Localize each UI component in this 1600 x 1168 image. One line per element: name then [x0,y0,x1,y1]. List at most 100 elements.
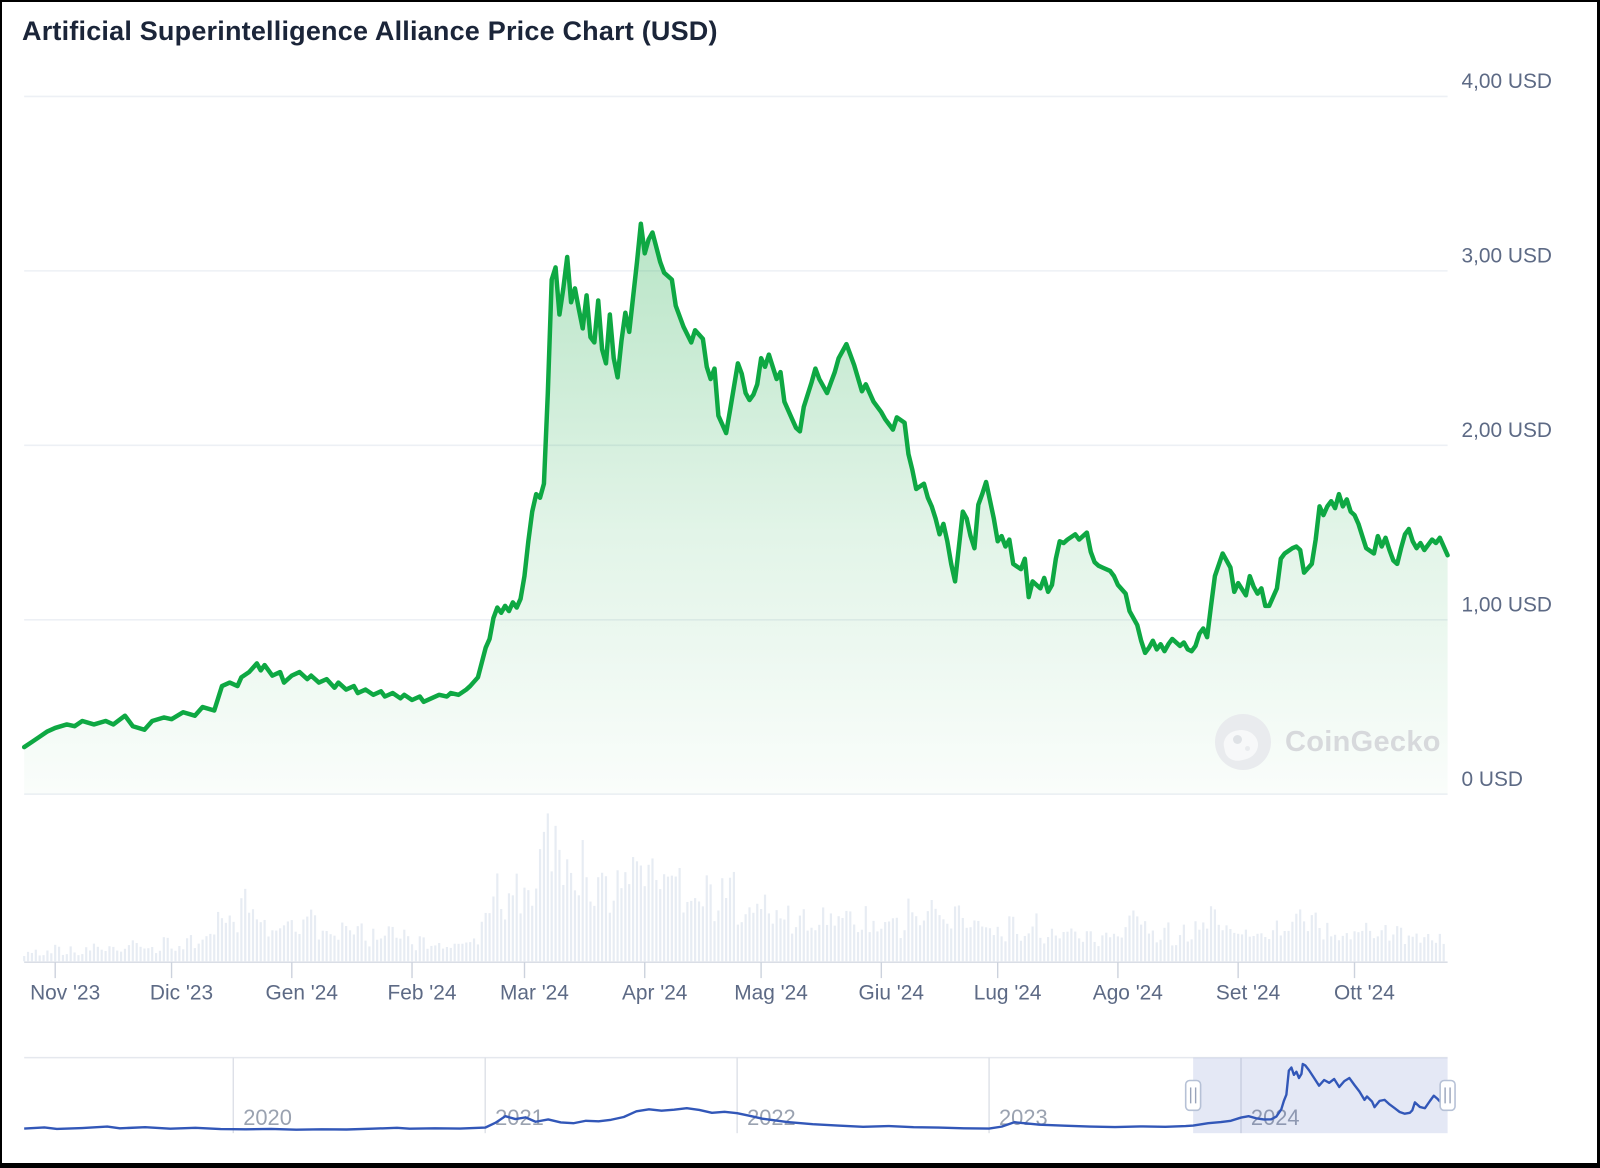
volume-bar [205,936,208,962]
volume-bar [756,903,759,962]
x-axis-label: Nov '23 [30,982,100,1005]
volume-bar [651,858,654,962]
volume-bar [372,928,375,962]
navigator-handle-right[interactable] [1439,1079,1456,1112]
volume-bar [1430,940,1434,962]
volume-bar [123,948,127,962]
volume-bar [251,909,255,962]
volume-bar [1116,936,1119,962]
volume-bar [310,909,313,962]
volume-bar [643,886,646,962]
volume-bar [1306,931,1310,962]
volume-bar [748,907,751,962]
x-axis-label: Set '24 [1216,982,1280,1005]
volume-bar [907,898,910,962]
volume-bar [104,950,107,962]
x-axis-label: Mag '24 [734,982,808,1005]
y-axis-label: 1,00 USD [1462,593,1552,616]
volume-bar [139,946,142,962]
volume-bar [461,943,464,962]
volume-bar [1120,937,1123,962]
volume-bar [1333,934,1337,962]
volume-bar [441,948,445,962]
volume-bar [1287,930,1290,962]
volume-bar [1380,930,1383,962]
y-axis-label: 3,00 USD [1462,244,1552,267]
x-axis-label: Mar '24 [500,982,569,1005]
volume-bar [558,849,561,962]
volume-bar [1101,935,1104,962]
volume-bar [523,887,526,962]
volume-bar [337,939,340,962]
volume-bar [1271,930,1275,962]
volume-bar [407,936,410,962]
volume-bar [154,953,158,962]
volume-bar [414,950,418,962]
volume-bar [655,880,658,962]
volume-bar [244,888,247,962]
volume-bar [624,872,627,962]
volume-bar [554,825,557,962]
volume-bar [368,946,371,962]
volume-bar [220,918,224,962]
volume-bar [376,939,379,962]
volume-bar [1341,935,1344,962]
navigator-handle-left[interactable] [1184,1079,1202,1112]
volume-bar [201,939,204,962]
volume-bar [915,916,918,962]
volume-bar [61,954,65,962]
navigator-year-label: 2020 [243,1105,292,1130]
volume-bar [88,950,92,962]
volume-bar [1357,932,1360,962]
volume-bar [694,898,697,962]
volume-bar [1171,945,1174,962]
x-axis-label: Giu '24 [859,982,924,1005]
volume-bar [1427,933,1430,962]
volume-bar [802,909,805,962]
volume-bar [73,952,76,962]
volume-bar [1008,916,1011,962]
volume-bar [1136,916,1139,962]
volume-bar [926,911,929,962]
volume-bar [562,884,565,962]
volume-bar [1217,924,1220,962]
volume-bar [519,913,522,962]
volume-bar [732,871,735,962]
price-chart-plot-area[interactable] [24,62,1447,963]
volume-bar [147,948,150,962]
volume-bar [849,911,852,962]
volume-bar [465,942,468,962]
volume-bar [391,926,394,962]
volume-bar [946,923,949,962]
volume-bar [472,938,476,962]
volume-bar [577,895,580,962]
x-axis-label: Ago '24 [1093,982,1163,1005]
volume-bar [752,912,755,962]
volume-bar [286,921,289,962]
volume-bar [1050,928,1054,962]
volume-bar [430,945,433,962]
volume-bar [686,901,689,962]
volume-bar [903,930,906,962]
volume-bar [973,920,976,962]
volume-bar [1144,921,1147,962]
volume-bar [193,948,196,962]
volume-bar [1264,937,1267,962]
volume-bar [880,928,883,962]
volume-bar [112,946,115,962]
volume-bar [1233,932,1236,962]
volume-bar [1268,939,1271,962]
volume-bar [1012,916,1015,962]
volume-bar [329,934,332,962]
x-axis-label: Dic '23 [150,982,213,1005]
volume-bar [1140,924,1143,962]
volume-bar [612,900,615,962]
volume-bar [438,943,441,962]
volume-bar [841,917,844,962]
volume-bar [674,876,677,962]
volume-bar [1175,945,1178,962]
volume-bar [418,936,421,962]
navigator-selected-range[interactable] [1193,1057,1448,1134]
volume-bar [232,921,235,962]
